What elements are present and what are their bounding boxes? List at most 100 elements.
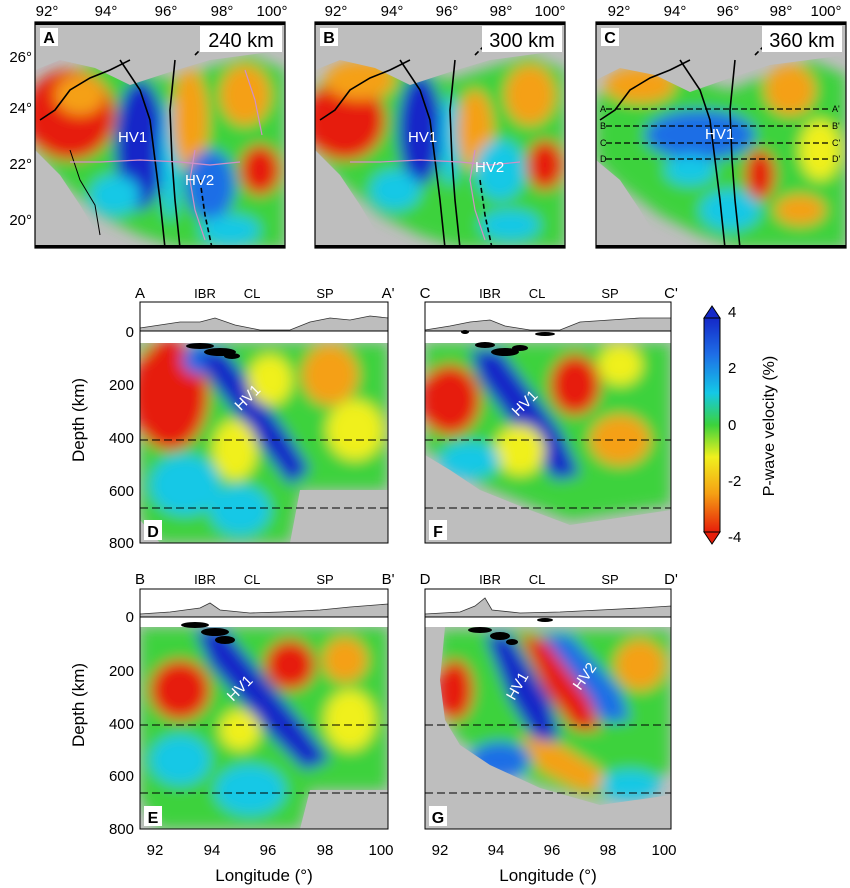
svg-text:400: 400 <box>109 430 134 447</box>
svg-text:SP: SP <box>316 572 333 587</box>
hv2-label-b: HV2 <box>475 159 504 176</box>
colorbar-ticks: 4 2 0 -2 -4 <box>728 304 741 546</box>
svg-text:C: C <box>600 138 607 148</box>
seismicity-e <box>181 622 235 644</box>
panel-letter-b: B <box>323 30 335 47</box>
hv1-label-a: HV1 <box>118 129 147 146</box>
xlabel-left: Longitude (°) <box>215 866 313 885</box>
svg-text:0: 0 <box>126 609 134 626</box>
svg-text:96°: 96° <box>155 3 178 20</box>
svg-text:4: 4 <box>728 304 736 321</box>
depth-label-b: 300 km <box>489 30 555 52</box>
section-d-start: A <box>135 285 145 302</box>
section-g-start: D <box>420 571 431 588</box>
map-lat-ticks: 26° 24° 22° 20° <box>9 49 32 229</box>
svg-text:SP: SP <box>601 572 618 587</box>
depth-ticks: 0 200 400 600 800 0 200 400 600 800 <box>109 324 134 838</box>
panel-letter-a: A <box>43 30 55 47</box>
svg-text:-2: -2 <box>728 473 741 490</box>
svg-text:0: 0 <box>728 417 736 434</box>
svg-text:94°: 94° <box>381 3 404 20</box>
svg-text:96: 96 <box>260 842 277 859</box>
panel-letter-c: C <box>604 30 616 47</box>
svg-text:96°: 96° <box>717 3 740 20</box>
panel-letter-d: D <box>147 524 159 541</box>
colorbar-label: P-wave velocity (%) <box>761 356 778 496</box>
svg-text:94°: 94° <box>664 3 687 20</box>
svg-text:SP: SP <box>601 286 618 301</box>
svg-text:800: 800 <box>109 535 134 552</box>
section-g-end: D' <box>664 571 678 588</box>
depth-label-a: 240 km <box>208 30 274 52</box>
svg-text:98°: 98° <box>490 3 513 20</box>
svg-text:CL: CL <box>244 286 261 301</box>
svg-text:92°: 92° <box>325 3 348 20</box>
section-f: F HV1 C C' <box>420 285 678 544</box>
map-panel-c: C 360 km HV1 A A' B B' C C' D D' <box>595 21 847 249</box>
svg-text:IBR: IBR <box>479 286 501 301</box>
svg-text:96: 96 <box>544 842 561 859</box>
section-f-end: C' <box>664 285 678 302</box>
svg-text:D': D' <box>832 154 840 164</box>
svg-text:800: 800 <box>109 821 134 838</box>
svg-text:-4: -4 <box>728 529 741 546</box>
svg-text:92°: 92° <box>36 3 59 20</box>
svg-text:92°: 92° <box>608 3 631 20</box>
svg-text:20°: 20° <box>9 212 32 229</box>
profile-marker-labels: A A' B B' C C' D D' <box>600 104 840 164</box>
svg-text:CL: CL <box>529 286 546 301</box>
svg-text:22°: 22° <box>9 156 32 173</box>
profile-lines <box>606 108 830 160</box>
svg-text:SP: SP <box>316 286 333 301</box>
map-lon-ticks: 92° 94° 96° 98° 100° 92° 94° 96° 98° 100… <box>36 3 842 20</box>
svg-text:100°: 100° <box>810 3 841 20</box>
hv2-label-a: HV2 <box>185 172 214 189</box>
ylabel-top: Depth (km) <box>69 378 88 462</box>
depth-label-c: 360 km <box>769 30 835 52</box>
svg-text:100°: 100° <box>534 3 565 20</box>
xlabel-right: Longitude (°) <box>499 866 597 885</box>
panel-letter-e: E <box>148 810 159 827</box>
map-panel-b: B 300 km HV1 HV2 <box>314 21 566 249</box>
svg-text:A': A' <box>832 104 840 114</box>
svg-text:B: B <box>600 121 606 131</box>
svg-text:CL: CL <box>529 572 546 587</box>
panel-letter-f: F <box>433 524 443 541</box>
svg-text:D: D <box>600 154 607 164</box>
panel-letter-g: G <box>432 810 444 827</box>
svg-text:0: 0 <box>126 324 134 341</box>
svg-text:94: 94 <box>488 842 505 859</box>
svg-text:C': C' <box>832 138 840 148</box>
svg-text:IBR: IBR <box>194 286 216 301</box>
section-lon-ticks: 92 94 96 98 100 92 94 96 98 100 <box>147 842 677 859</box>
svg-text:100°: 100° <box>256 3 287 20</box>
svg-text:B': B' <box>832 121 840 131</box>
seismicity-d <box>186 343 240 359</box>
svg-text:96°: 96° <box>436 3 459 20</box>
section-f-start: C <box>420 285 431 302</box>
section-d-end: A' <box>382 285 395 302</box>
svg-text:400: 400 <box>109 716 134 733</box>
svg-text:100: 100 <box>651 842 676 859</box>
svg-text:A: A <box>600 104 606 114</box>
seismicity-g <box>468 618 553 645</box>
section-d: D HV1 A A' <box>135 285 395 544</box>
svg-text:IBR: IBR <box>479 572 501 587</box>
hv1-label-c: HV1 <box>705 126 734 143</box>
section-e: E HV1 B B' <box>135 571 395 830</box>
hv1-label-b: HV1 <box>408 129 437 146</box>
ylabel-bottom: Depth (km) <box>69 663 88 747</box>
svg-text:200: 200 <box>109 663 134 680</box>
svg-text:IBR: IBR <box>194 572 216 587</box>
svg-text:98: 98 <box>600 842 617 859</box>
svg-text:92: 92 <box>432 842 449 859</box>
svg-text:24°: 24° <box>9 100 32 117</box>
svg-text:94°: 94° <box>95 3 118 20</box>
svg-text:600: 600 <box>109 768 134 785</box>
svg-text:94: 94 <box>204 842 221 859</box>
section-e-start: B <box>135 571 145 588</box>
svg-text:2: 2 <box>728 360 736 377</box>
region-labels: IBR CL SP IBR CL SP IBR CL SP IBR CL SP <box>194 286 619 587</box>
svg-text:98°: 98° <box>211 3 234 20</box>
